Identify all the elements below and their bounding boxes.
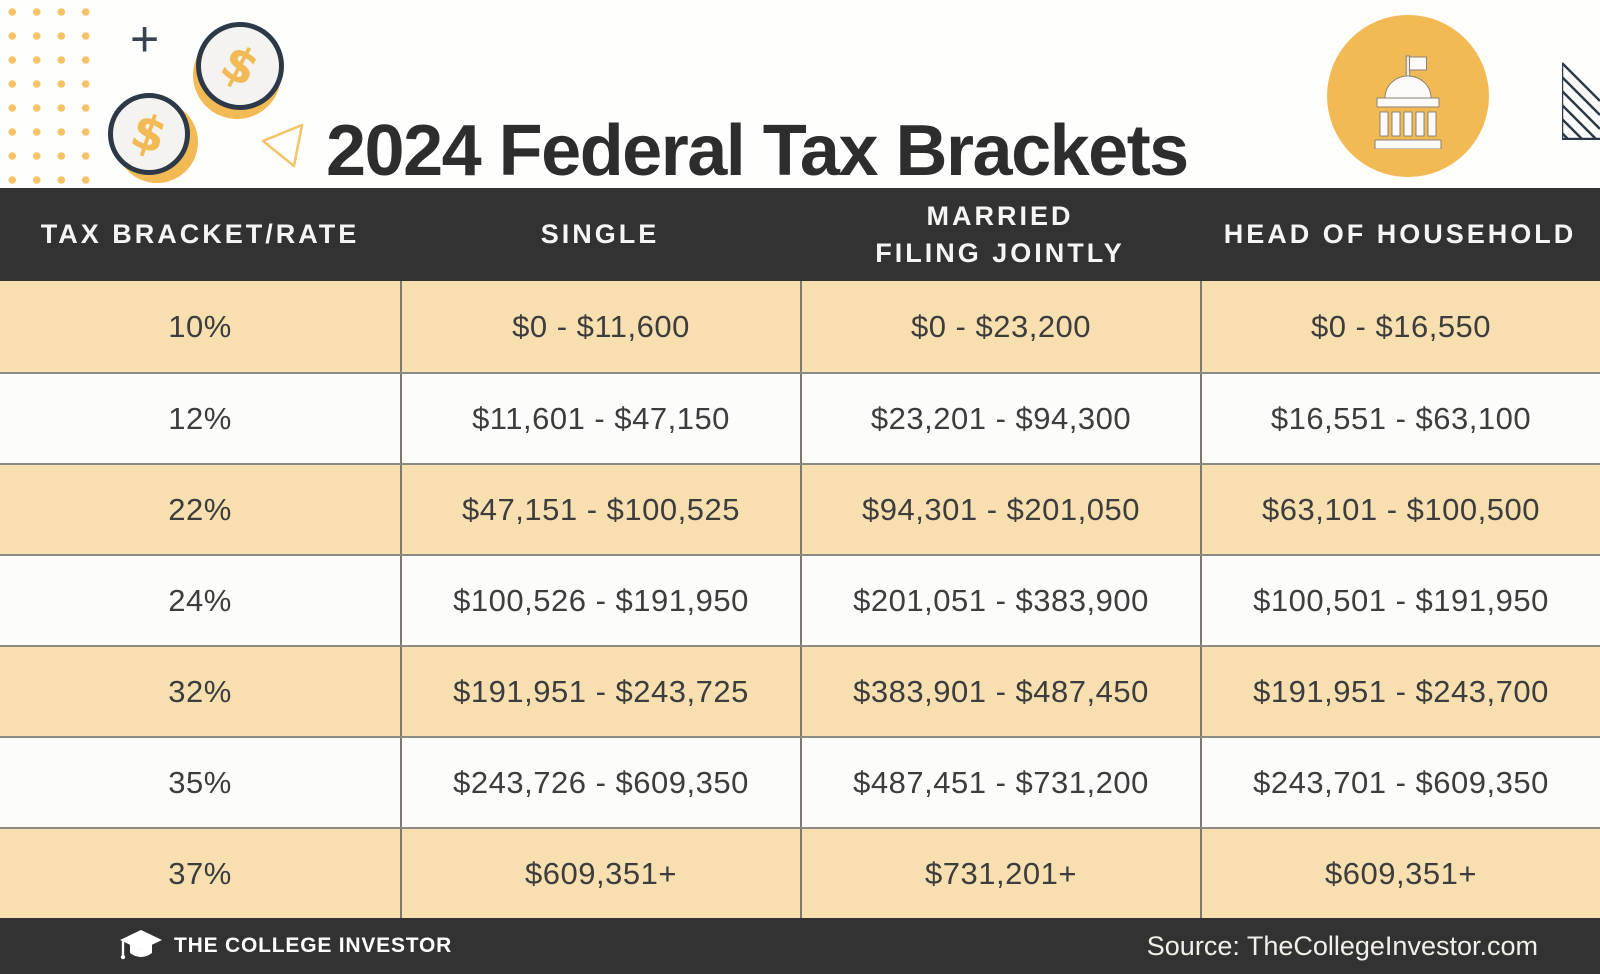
rate-cell: 10% [168, 308, 232, 344]
head-of-household-cell: $16,551 - $63,100 [1200, 374, 1600, 463]
single-cell: $11,601 - $47,150 [400, 374, 800, 463]
head-of-household-cell: $100,501 - $191,950 [1200, 556, 1600, 645]
single-cell: $191,951 - $243,725 [400, 647, 800, 736]
capitol-badge [1327, 15, 1489, 177]
married-cell: $731,201+ [800, 829, 1200, 918]
table-row: 12% $11,601 - $47,150 $23,201 - $94,300 … [0, 372, 1600, 463]
header-cell-married: MARRIED FILING JOINTLY [875, 201, 1125, 268]
single-cell: $0 - $11,600 [400, 281, 800, 372]
header-cell-rate: TAX BRACKET/RATE [40, 219, 360, 250]
table-row: 32% $191,951 - $243,725 $383,901 - $487,… [0, 645, 1600, 736]
married-cell: $23,201 - $94,300 [800, 374, 1200, 463]
tax-brackets-table: TAX BRACKET/RATE SINGLE MARRIED FILING J… [0, 188, 1600, 918]
married-cell: $201,051 - $383,900 [800, 556, 1200, 645]
coin-dollar-icon: $ [108, 93, 190, 175]
capitol-building-icon [1374, 55, 1442, 149]
rate-cell: 32% [168, 673, 232, 709]
table-row: 22% $47,151 - $100,525 $94,301 - $201,05… [0, 463, 1600, 554]
coin-dollar-icon: $ [196, 22, 284, 110]
top-band: + $ $ 2024 Federal Tax Brackets [0, 0, 1600, 191]
brand-logo: THE COLLEGE INVESTOR [120, 929, 452, 963]
rate-cell: 35% [168, 764, 232, 800]
dollar-sign: $ [124, 102, 174, 166]
source-text: Source: TheCollegeInvestor.com [1146, 930, 1538, 961]
single-cell: $47,151 - $100,525 [400, 465, 800, 554]
single-cell: $243,726 - $609,350 [400, 738, 800, 827]
table-header-row: TAX BRACKET/RATE SINGLE MARRIED FILING J… [0, 188, 1600, 281]
rate-cell: 12% [168, 400, 232, 436]
married-cell: $487,451 - $731,200 [800, 738, 1200, 827]
head-of-household-cell: $63,101 - $100,500 [1200, 465, 1600, 554]
table-row: 24% $100,526 - $191,950 $201,051 - $383,… [0, 554, 1600, 645]
rate-cell: 37% [168, 855, 232, 891]
graduation-cap-icon [120, 930, 162, 960]
triangle-outline-icon [261, 123, 304, 168]
footer-bar: THE COLLEGE INVESTOR Source: TheCollegeI… [0, 918, 1600, 974]
married-cell: $94,301 - $201,050 [800, 465, 1200, 554]
head-of-household-cell: $609,351+ [1200, 829, 1600, 918]
header-cell-head-of-household: HEAD OF HOUSEHOLD [1223, 219, 1577, 250]
head-of-household-cell: $0 - $16,550 [1200, 281, 1600, 372]
header-cell-single: SINGLE [540, 219, 660, 250]
married-cell: $383,901 - $487,450 [800, 647, 1200, 736]
dot-grid-pattern [0, 0, 99, 190]
rate-cell: 22% [168, 491, 232, 527]
head-of-household-cell: $191,951 - $243,700 [1200, 647, 1600, 736]
rate-cell: 24% [168, 582, 232, 618]
single-cell: $609,351+ [400, 829, 800, 918]
dollar-sign: $ [212, 33, 268, 99]
single-cell: $100,526 - $191,950 [400, 556, 800, 645]
page-title: 2024 Federal Tax Brackets [326, 111, 1189, 192]
plus-icon: + [130, 11, 160, 67]
table-row: 35% $243,726 - $609,350 $487,451 - $731,… [0, 736, 1600, 827]
brand-name: THE COLLEGE INVESTOR [174, 934, 453, 957]
table-row: 10% $0 - $11,600 $0 - $23,200 $0 - $16,5… [0, 281, 1600, 372]
head-of-household-cell: $243,701 - $609,350 [1200, 738, 1600, 827]
hatched-triangle-icon [1562, 62, 1600, 140]
table-row: 37% $609,351+ $731,201+ $609,351+ [0, 827, 1600, 918]
married-cell: $0 - $23,200 [800, 281, 1200, 372]
